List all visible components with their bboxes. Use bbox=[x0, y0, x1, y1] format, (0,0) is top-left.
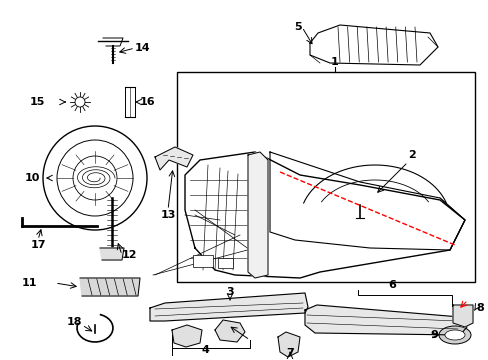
Text: 12: 12 bbox=[122, 250, 137, 260]
Text: 11: 11 bbox=[22, 278, 38, 288]
Bar bbox=[193, 255, 213, 267]
Polygon shape bbox=[184, 152, 464, 278]
Circle shape bbox=[75, 97, 85, 107]
Text: 15: 15 bbox=[30, 97, 45, 107]
Polygon shape bbox=[247, 152, 267, 278]
Polygon shape bbox=[172, 325, 202, 347]
Polygon shape bbox=[103, 38, 123, 46]
Ellipse shape bbox=[444, 330, 464, 340]
Circle shape bbox=[73, 156, 117, 200]
Bar bbox=[125, 87, 135, 117]
Bar bbox=[177, 72, 474, 282]
Polygon shape bbox=[150, 293, 307, 321]
Polygon shape bbox=[452, 305, 472, 327]
Polygon shape bbox=[305, 305, 466, 335]
Polygon shape bbox=[215, 320, 244, 342]
Polygon shape bbox=[278, 332, 299, 357]
Text: 13: 13 bbox=[160, 210, 175, 220]
Text: 14: 14 bbox=[135, 43, 150, 53]
Text: 8: 8 bbox=[475, 303, 483, 313]
Polygon shape bbox=[155, 147, 193, 170]
Circle shape bbox=[57, 140, 133, 216]
Text: 7: 7 bbox=[285, 348, 293, 358]
Text: 1: 1 bbox=[330, 57, 338, 67]
Polygon shape bbox=[269, 152, 464, 250]
Text: 18: 18 bbox=[66, 317, 82, 327]
Text: 6: 6 bbox=[387, 280, 395, 290]
Polygon shape bbox=[80, 278, 140, 296]
Polygon shape bbox=[100, 248, 124, 260]
Bar bbox=[218, 258, 232, 268]
Text: 2: 2 bbox=[407, 150, 415, 160]
Text: 5: 5 bbox=[294, 22, 302, 32]
Text: 16: 16 bbox=[140, 97, 155, 107]
Text: 10: 10 bbox=[25, 173, 41, 183]
Ellipse shape bbox=[438, 326, 470, 344]
Text: 9: 9 bbox=[429, 330, 437, 340]
Text: 4: 4 bbox=[201, 345, 208, 355]
Text: 17: 17 bbox=[30, 240, 46, 250]
Polygon shape bbox=[309, 25, 437, 65]
Text: 3: 3 bbox=[226, 287, 233, 297]
Circle shape bbox=[43, 126, 147, 230]
